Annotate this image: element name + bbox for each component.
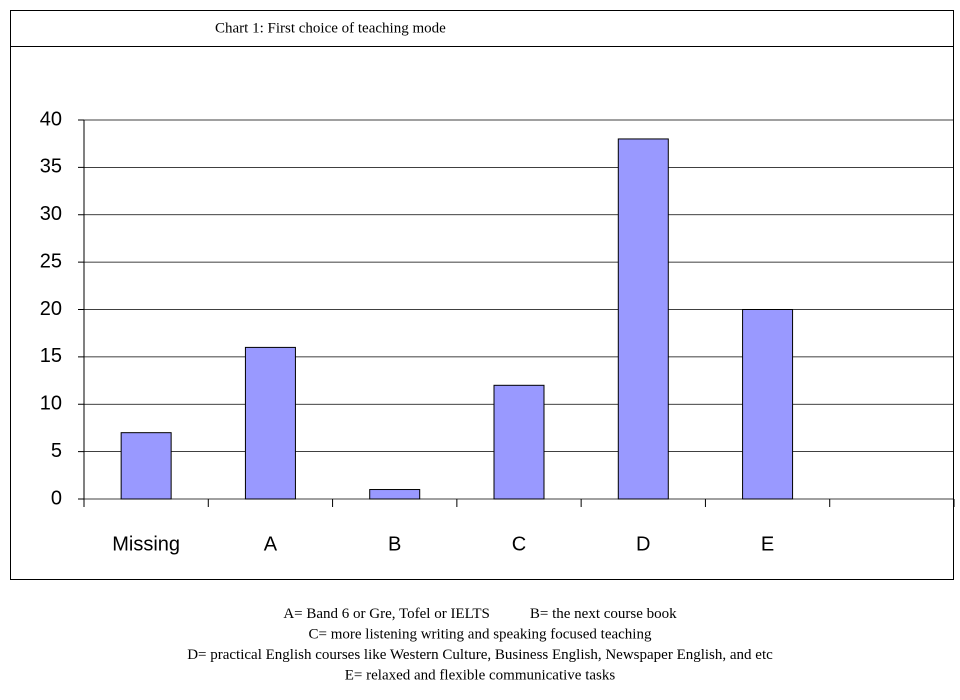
chart-frame [10,10,954,580]
footnote: E= relaxed and flexible communicative ta… [345,668,616,684]
bar [369,489,421,500]
x-tick-label: B [388,533,401,555]
bar [120,432,172,500]
chart-title: Chart 1: First choice of teaching mode [215,20,446,36]
y-tick-label: 35 [40,156,62,178]
footnote-item: E= relaxed and flexible communicative ta… [345,668,616,684]
footnote-item: C= more listening writing and speaking f… [309,627,652,643]
footnote: C= more listening writing and speaking f… [309,627,652,643]
footnote: D= practical English courses like Wester… [187,647,773,663]
y-tick-label: 30 [40,203,62,225]
x-tick-label: Missing [112,533,180,555]
y-tick-label: 25 [40,250,62,272]
footnote-item: A= Band 6 or Gre, Tofel or IELTS [283,606,490,622]
y-tick-label: 10 [40,393,62,415]
bar [493,384,545,500]
bar [617,138,669,500]
bar [742,309,794,500]
bar [244,346,296,500]
y-tick-label: 15 [40,345,62,367]
x-tick-label: A [264,533,278,555]
x-tick-label: C [512,533,526,555]
footnote-item: B= the next course book [530,606,677,622]
x-tick-label: D [636,533,650,555]
y-tick-label: 40 [40,108,62,130]
footnote-item: D= practical English courses like Wester… [187,647,773,663]
y-tick-label: 5 [51,440,62,462]
y-tick-label: 20 [40,298,62,320]
y-tick-label: 0 [51,487,62,509]
x-tick-label: E [761,533,774,555]
footnote: A= Band 6 or Gre, Tofel or IELTS B= the n… [283,606,677,622]
